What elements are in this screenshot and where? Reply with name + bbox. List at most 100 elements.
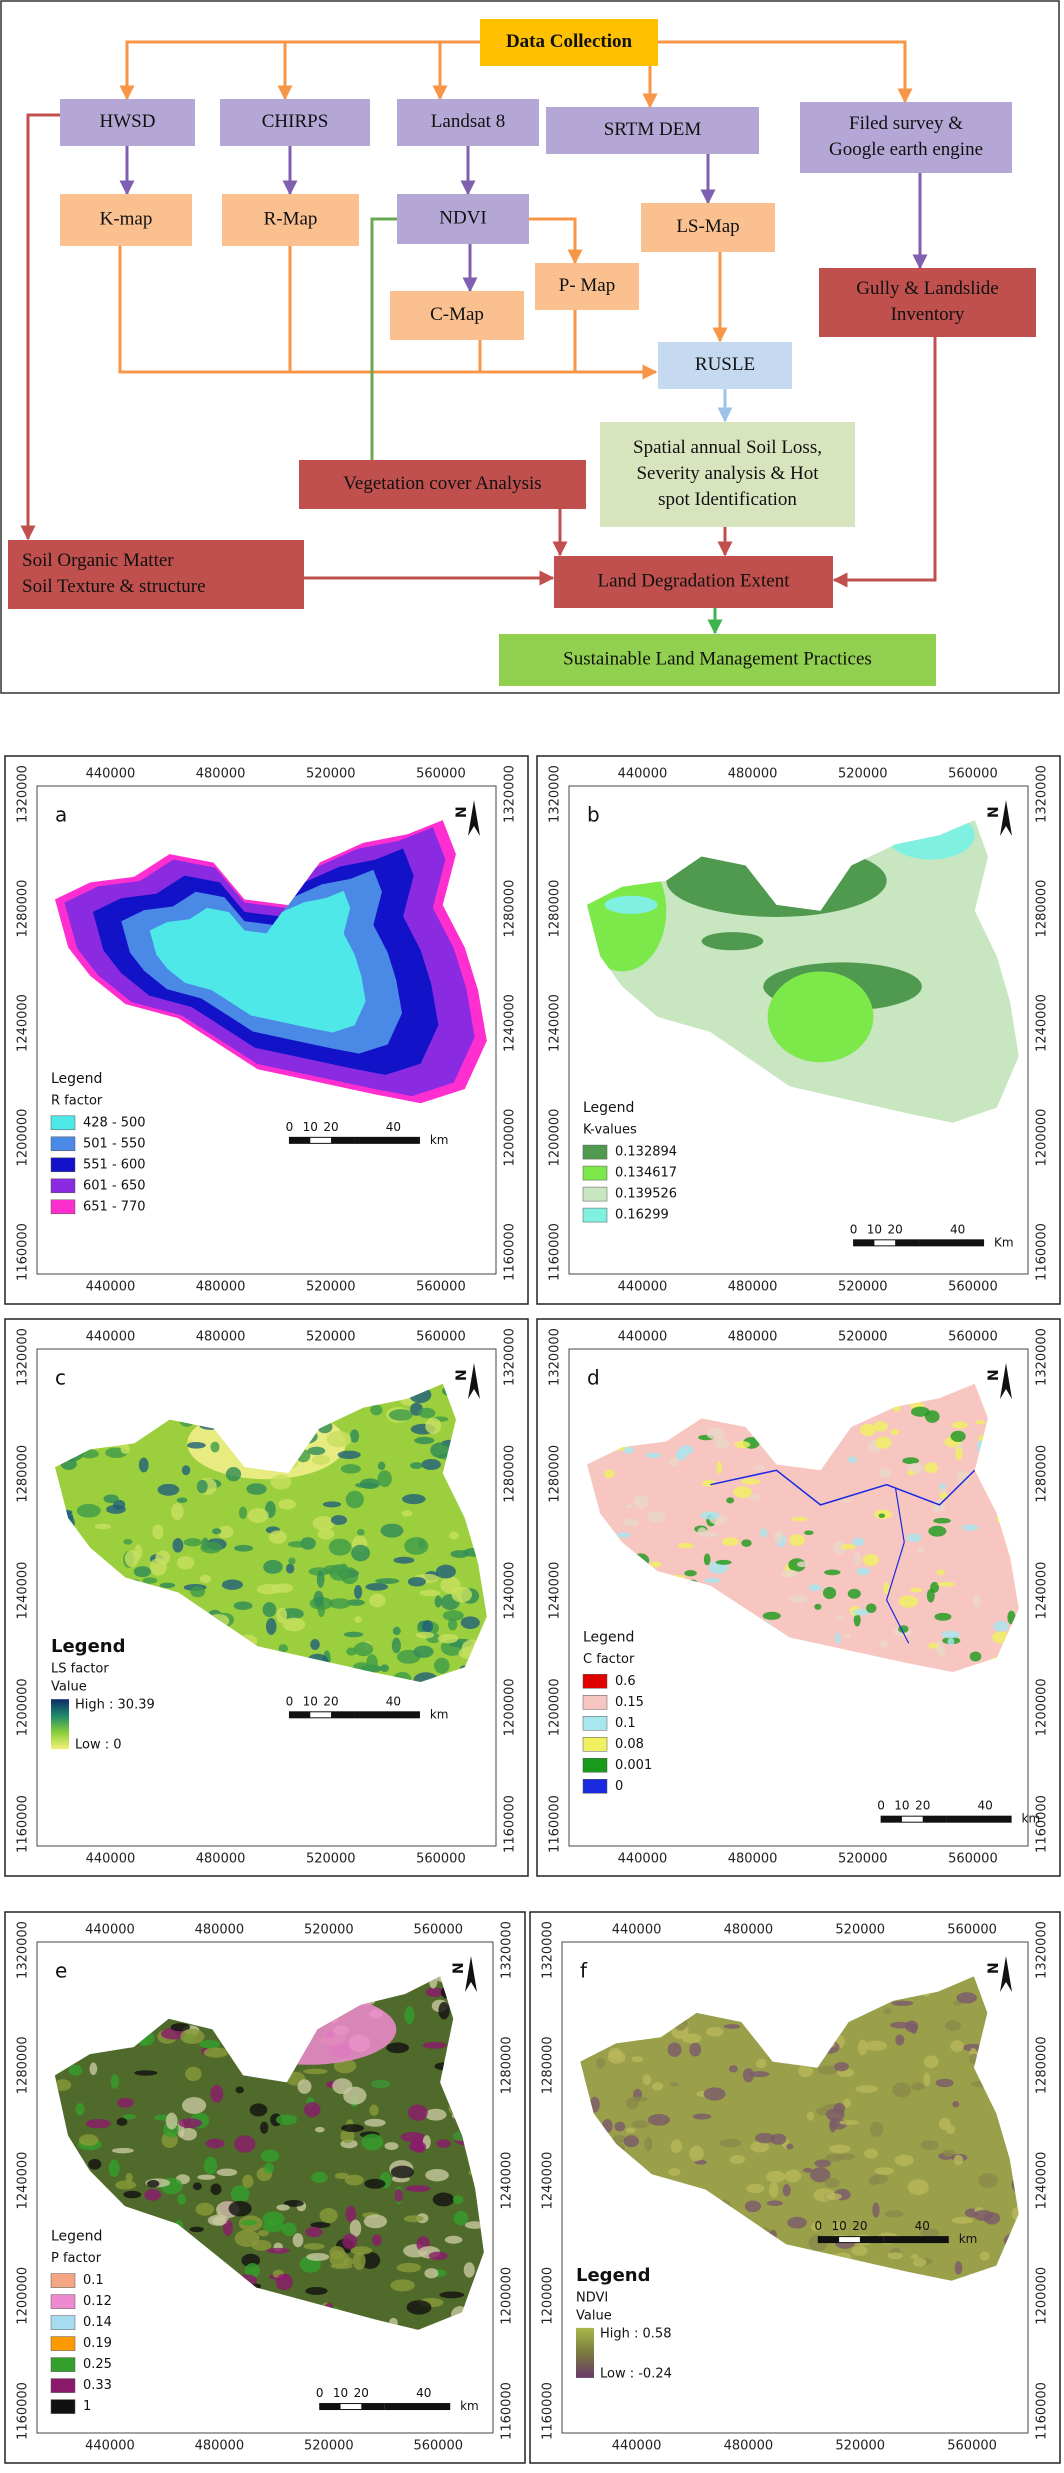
map-texture — [1011, 2206, 1019, 2221]
scale-label: Km — [994, 1235, 1014, 1249]
map-texture — [260, 2121, 269, 2134]
y-tick-label: 1200000 — [541, 2267, 556, 2325]
map-texture — [221, 1579, 243, 1590]
map-texture — [811, 2222, 822, 2232]
map-texture — [196, 1479, 208, 1494]
map-texture — [390, 2279, 415, 2292]
x-tick-label: 480000 — [724, 1923, 774, 1938]
map-texture — [979, 2251, 990, 2261]
map-texture — [187, 1442, 206, 1449]
scale-label: 20 — [323, 1120, 338, 1134]
x-tick-label: 480000 — [196, 767, 246, 782]
scale-bar-fill — [853, 1239, 875, 1246]
map-texture — [936, 1569, 946, 1576]
node-label: RUSLE — [695, 354, 755, 375]
legend-swatch — [50, 1136, 76, 1152]
scale-bar-fill — [331, 1711, 355, 1718]
map-texture — [753, 1464, 766, 1471]
map-texture — [155, 1550, 171, 1565]
map-texture — [439, 2291, 465, 2299]
map-texture — [437, 1633, 459, 1644]
y-tick-label: 1320000 — [503, 765, 518, 823]
node-label: CHIRPS — [262, 111, 329, 132]
map-texture — [759, 1528, 768, 1538]
map-texture — [835, 2153, 856, 2160]
legend-swatch — [50, 2378, 76, 2393]
scale-bar-fill — [918, 1239, 984, 1246]
map-texture — [316, 1570, 325, 1588]
legend-subtitle: NDVI — [576, 2290, 608, 2305]
map-texture — [54, 2079, 72, 2091]
node-label: Inventory — [891, 304, 965, 325]
k-zone — [701, 932, 764, 951]
map-texture — [200, 1541, 222, 1554]
map-texture — [668, 2168, 681, 2176]
map-texture — [330, 1515, 348, 1525]
north-label: N — [986, 1369, 1002, 1381]
x-tick-label: 440000 — [612, 2439, 662, 2454]
map-texture — [835, 1615, 845, 1621]
map-texture — [276, 2204, 290, 2211]
legend-swatch — [582, 1144, 608, 1160]
map-texture — [447, 1618, 458, 1631]
river — [885, 1487, 910, 1644]
x-tick-label: 560000 — [948, 1852, 998, 1867]
map-texture — [278, 1644, 288, 1653]
y-tick-label: 1320000 — [1035, 1921, 1050, 1979]
map-texture — [356, 1528, 365, 1536]
map-texture — [911, 2082, 925, 2091]
flow-node — [390, 291, 524, 340]
panel-letter: d — [587, 1366, 600, 1390]
y-tick-label: 1280000 — [548, 880, 563, 938]
map-texture — [195, 2202, 215, 2216]
map-texture — [144, 2189, 162, 2201]
map-texture — [734, 1440, 751, 1449]
north-arrow — [1000, 1363, 1012, 1399]
map-texture — [684, 1570, 697, 1577]
legend-swatch — [50, 2294, 76, 2309]
map-texture — [425, 2108, 447, 2121]
map-texture — [396, 2262, 422, 2273]
node-label: Soil Organic Matter — [22, 550, 174, 571]
map-texture — [839, 1498, 852, 1503]
map-texture — [230, 2185, 250, 2203]
map-texture — [644, 2136, 653, 2152]
map-texture — [364, 2178, 386, 2189]
map-texture — [292, 2233, 304, 2248]
map-texture — [969, 1651, 982, 1662]
map-texture — [449, 1531, 459, 1540]
legend-label: 0.25 — [83, 2357, 112, 2372]
legend-title: Legend — [583, 1629, 634, 1645]
map-texture — [415, 1631, 435, 1639]
map-texture — [933, 1517, 951, 1524]
map-texture — [418, 1407, 436, 1419]
scale-bar-fill — [319, 2403, 341, 2410]
node-label: Filed survey & — [849, 113, 963, 134]
scale-label: 0 — [814, 2219, 822, 2233]
map-texture — [859, 1423, 877, 1437]
map-texture — [595, 2057, 606, 2069]
map-texture — [234, 2229, 260, 2247]
map-texture — [939, 1483, 947, 1490]
map-texture — [442, 1610, 464, 1622]
legend-title: Legend — [51, 1636, 125, 1657]
x-tick-label: 480000 — [196, 1280, 246, 1295]
north-label: N — [454, 806, 470, 818]
scale-label: 0 — [850, 1222, 858, 1236]
legend-swatch — [50, 2336, 76, 2351]
map-texture — [755, 2058, 767, 2069]
x-tick-label: 560000 — [416, 1280, 466, 1295]
map-texture — [428, 2251, 448, 2261]
scale-label: 20 — [915, 1799, 930, 1813]
y-tick-label: 1200000 — [548, 1678, 563, 1736]
x-tick-label: 520000 — [306, 1280, 356, 1295]
map-texture — [817, 2065, 839, 2075]
map-texture — [68, 2064, 83, 2076]
map-texture — [233, 1544, 254, 1552]
y-tick-label: 1160000 — [503, 1795, 518, 1853]
map-texture — [332, 2078, 353, 2095]
legend-ramp — [51, 1699, 69, 1750]
map-texture — [716, 1461, 723, 1474]
map-texture — [453, 2211, 469, 2226]
north-label: N — [451, 1962, 467, 1974]
